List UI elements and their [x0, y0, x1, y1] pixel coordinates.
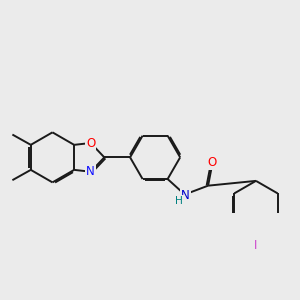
Text: N: N — [181, 189, 190, 202]
Text: H: H — [176, 196, 183, 206]
Text: I: I — [254, 239, 258, 252]
Text: O: O — [207, 156, 216, 169]
Text: N: N — [86, 165, 95, 178]
Text: O: O — [86, 136, 95, 149]
